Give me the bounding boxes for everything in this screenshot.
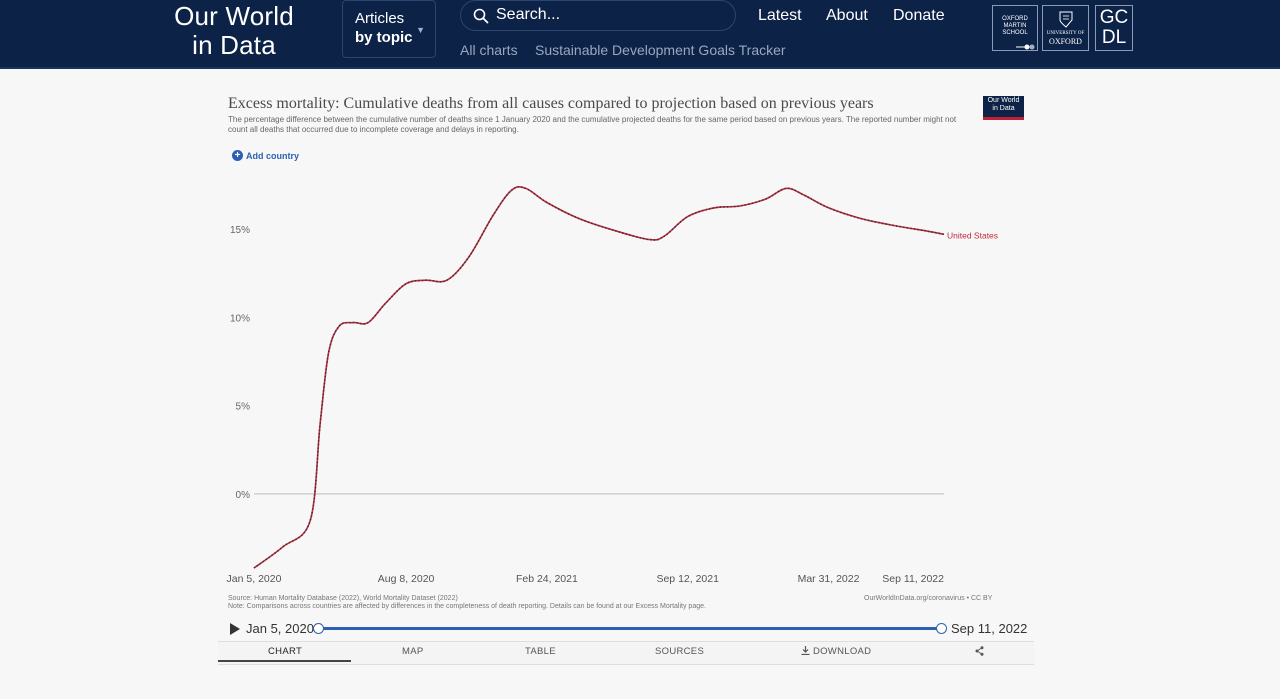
share-icon: [975, 646, 984, 656]
chart-source-note: Source: Human Mortality Database (2022),…: [228, 595, 706, 611]
owid-logo[interactable]: Our World in Data: [170, 2, 298, 60]
search-placeholder: Search...: [496, 6, 561, 23]
note-text: Note: Comparisons across countries are a…: [228, 603, 706, 610]
plus-circle-icon: +: [232, 150, 243, 161]
tab-chart[interactable]: CHART: [268, 646, 303, 657]
x-tick-label: Mar 31, 2022: [798, 573, 860, 585]
timeline-start-label: Jan 5, 2020: [246, 621, 314, 636]
tab-sources[interactable]: SOURCES: [655, 646, 705, 657]
chart-credit[interactable]: OurWorldInData.org/coronavirus • CC BY: [864, 595, 993, 602]
gcdl-logo[interactable]: GC DL: [1095, 5, 1133, 51]
download-label: DOWNLOAD: [812, 646, 872, 657]
nav-about[interactable]: About: [826, 7, 868, 24]
chevron-down-icon: ▼: [416, 25, 425, 35]
x-tick-label: Feb 24, 2021: [516, 573, 578, 585]
source-text: Source: Human Mortality Database (2022),…: [228, 595, 458, 602]
add-country-button[interactable]: + Add country: [232, 150, 299, 161]
tab-download[interactable]: DOWNLOAD: [801, 646, 871, 657]
badge-line-2: in Data: [992, 105, 1015, 112]
gcdl-line-1: GC: [1099, 7, 1129, 28]
chart-title: Excess mortality: Cumulative deaths from…: [228, 95, 874, 112]
gcdl-line-2: DL: [1101, 27, 1127, 48]
timeline-start: Jan 5, 2020: [230, 621, 314, 636]
articles-label: Articles: [355, 10, 405, 27]
y-tick-label: 15%: [230, 225, 250, 236]
search-icon: [473, 8, 489, 24]
x-tick-label: Sep 12, 2021: [656, 573, 719, 585]
all-charts-link[interactable]: All charts: [460, 42, 518, 58]
tab-map[interactable]: MAP: [402, 646, 424, 657]
badge-line-1: Our World: [987, 97, 1020, 104]
y-tick-label: 5%: [236, 402, 251, 413]
add-country-label: Add country: [246, 150, 299, 161]
active-tab-indicator: [218, 660, 351, 662]
martin-line-2: MARTIN: [1003, 23, 1027, 29]
x-tick-label: Sep 11, 2022: [882, 573, 944, 585]
toggle-dots-icon: [1016, 44, 1035, 50]
oxford-martin-school-logo[interactable]: OXFORD MARTIN SCHOOL: [992, 5, 1038, 51]
articles-by-topic-menu[interactable]: Articles by topic ▼: [342, 0, 436, 58]
timeline-start-handle[interactable]: [313, 623, 324, 634]
by-topic-label: by topic: [355, 29, 413, 46]
tab-table[interactable]: TABLE: [525, 646, 556, 657]
oxford-line-1: UNIVERSITY OF: [1046, 31, 1085, 36]
download-icon: [801, 646, 810, 656]
martin-line-1: OXFORD: [1002, 16, 1028, 22]
play-icon[interactable]: [230, 622, 240, 635]
y-tick-label: 10%: [230, 313, 250, 324]
timeline-end-handle[interactable]: [936, 623, 947, 634]
university-of-oxford-logo[interactable]: UNIVERSITY OF OXFORD: [1042, 5, 1089, 51]
oxford-crest-icon: [1059, 11, 1072, 28]
timeline-end-label: Sep 11, 2022: [951, 621, 1028, 636]
share-button[interactable]: [975, 646, 984, 659]
series-line-dots: [253, 186, 945, 569]
chart-tabs: CHART MAP TABLE SOURCES DOWNLOAD: [218, 641, 1034, 665]
top-navigation-bar: Our World in Data Articles by topic ▼ Se…: [0, 0, 1280, 69]
y-tick-label: 0%: [236, 490, 251, 501]
x-tick-label: Aug 8, 2020: [378, 573, 435, 585]
sdg-tracker-link[interactable]: Sustainable Development Goals Tracker: [535, 42, 786, 58]
x-tick-label: Jan 5, 2020: [227, 573, 282, 585]
nav-donate[interactable]: Donate: [893, 7, 945, 24]
logo-line-1: Our World: [174, 1, 294, 31]
timeline-track[interactable]: [318, 627, 941, 630]
martin-line-3: SCHOOL: [1002, 30, 1028, 36]
logo-line-2: in Data: [192, 30, 276, 60]
oxford-line-2: OXFORD: [1049, 37, 1082, 46]
chart-subtitle: The percentage difference between the cu…: [228, 115, 957, 134]
series-label: United States: [947, 230, 998, 240]
series-line: [253, 186, 945, 569]
search-box[interactable]: Search...: [460, 0, 736, 31]
nav-latest[interactable]: Latest: [758, 7, 802, 24]
owid-badge-logo[interactable]: Our World in Data: [983, 96, 1024, 120]
